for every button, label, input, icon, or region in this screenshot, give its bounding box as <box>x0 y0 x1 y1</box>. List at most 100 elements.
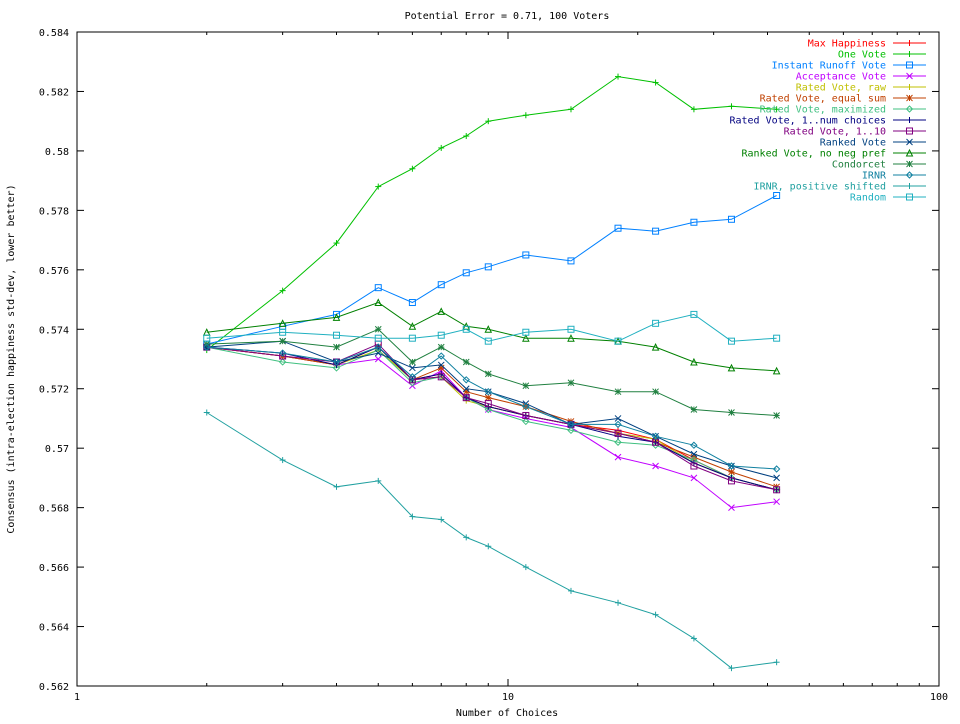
marker-stroke <box>484 370 492 378</box>
data-point <box>409 165 416 172</box>
data-point <box>567 587 574 594</box>
data-point <box>690 441 698 449</box>
data-point <box>652 319 660 327</box>
data-point <box>567 426 575 435</box>
data-point <box>279 457 286 464</box>
data-point <box>438 144 445 151</box>
y-tick-label: 0.576 <box>39 266 69 277</box>
marker-shape <box>522 402 530 411</box>
marker-stroke <box>728 504 735 511</box>
data-point <box>522 417 530 426</box>
data-point <box>203 409 210 416</box>
data-point <box>408 299 416 307</box>
data-point <box>279 337 286 345</box>
data-point <box>690 462 698 470</box>
data-point <box>437 361 445 369</box>
legend-label: Acceptance Vote <box>796 72 886 83</box>
data-point <box>484 394 492 401</box>
data-point <box>463 133 470 140</box>
marker-stroke <box>333 343 340 351</box>
marker-shape <box>332 331 340 339</box>
data-point <box>727 337 735 345</box>
marker-shape <box>437 331 445 339</box>
x-tick-label: 10 <box>502 692 514 703</box>
marker-shape <box>278 358 287 366</box>
data-point <box>484 337 492 345</box>
legend-label: IRNR, positive shifted <box>754 182 886 193</box>
marker-shape <box>484 405 492 414</box>
marker-shape <box>437 281 445 289</box>
marker-shape <box>773 192 781 199</box>
legend-marker <box>905 171 914 179</box>
data-point <box>773 659 780 666</box>
marker-shape <box>437 352 445 360</box>
marker-stroke <box>690 474 698 482</box>
legend-label: Rated Vote, 1..10 <box>784 127 886 138</box>
legend-marker <box>906 61 913 69</box>
series-line <box>206 343 777 491</box>
data-point <box>728 409 735 416</box>
marker-shape <box>522 251 530 259</box>
marker-shape <box>651 441 660 449</box>
marker-shape <box>484 337 492 345</box>
legend-label: Random <box>850 193 886 204</box>
y-tick-label: 0.574 <box>39 325 69 336</box>
series-layer <box>202 73 781 672</box>
legend-label: Rated Vote, 1..num choices <box>729 116 886 127</box>
x-tick-label: 1 <box>74 692 80 703</box>
series-line <box>206 346 777 509</box>
data-point <box>652 462 659 470</box>
marker-shape <box>727 477 735 485</box>
data-point <box>484 370 492 378</box>
marker-stroke <box>462 385 470 393</box>
data-point <box>332 358 341 366</box>
marker-stroke <box>690 450 698 458</box>
legend-marker <box>906 72 913 80</box>
data-point <box>278 358 287 366</box>
marker-stroke <box>462 358 470 366</box>
marker-shape <box>374 343 382 351</box>
data-point <box>614 224 622 232</box>
marker-stroke <box>906 138 913 146</box>
marker-stroke <box>614 453 622 461</box>
legend-marker <box>906 193 913 201</box>
marker-shape <box>727 215 735 223</box>
marker-shape <box>727 363 736 372</box>
marker-shape <box>651 432 660 440</box>
data-point <box>773 334 781 342</box>
series-rated-vote-1-10 <box>203 340 781 494</box>
data-point <box>438 516 445 523</box>
marker-shape <box>332 313 341 321</box>
data-point <box>374 334 382 342</box>
legend-marker <box>905 105 914 113</box>
data-point <box>690 106 697 113</box>
series-rated-vote-raw <box>203 344 780 493</box>
data-point <box>437 281 445 289</box>
legend-marker <box>906 183 913 189</box>
legend-label: One Vote <box>838 50 886 61</box>
series-irnr <box>203 343 781 473</box>
marker-shape <box>408 334 416 342</box>
data-point <box>437 331 445 339</box>
series-line <box>206 195 777 345</box>
series-one-vote <box>203 73 780 354</box>
series-rated-vote-maximized <box>203 343 781 494</box>
legend-marker <box>906 160 913 168</box>
data-point <box>614 420 622 429</box>
data-point <box>374 325 382 333</box>
x-tick-label: 100 <box>930 692 948 703</box>
legend-label: Ranked Vote <box>820 138 886 149</box>
data-point <box>690 635 697 642</box>
data-point <box>651 441 660 449</box>
marker-stroke <box>652 388 659 396</box>
marker-shape <box>408 379 417 387</box>
data-point <box>690 406 698 413</box>
marker-shape <box>522 328 530 336</box>
marker-stroke <box>437 361 445 369</box>
data-point <box>374 349 382 357</box>
data-point <box>614 429 622 437</box>
series-instant-runoff-vote <box>203 192 781 348</box>
data-point <box>279 328 287 336</box>
